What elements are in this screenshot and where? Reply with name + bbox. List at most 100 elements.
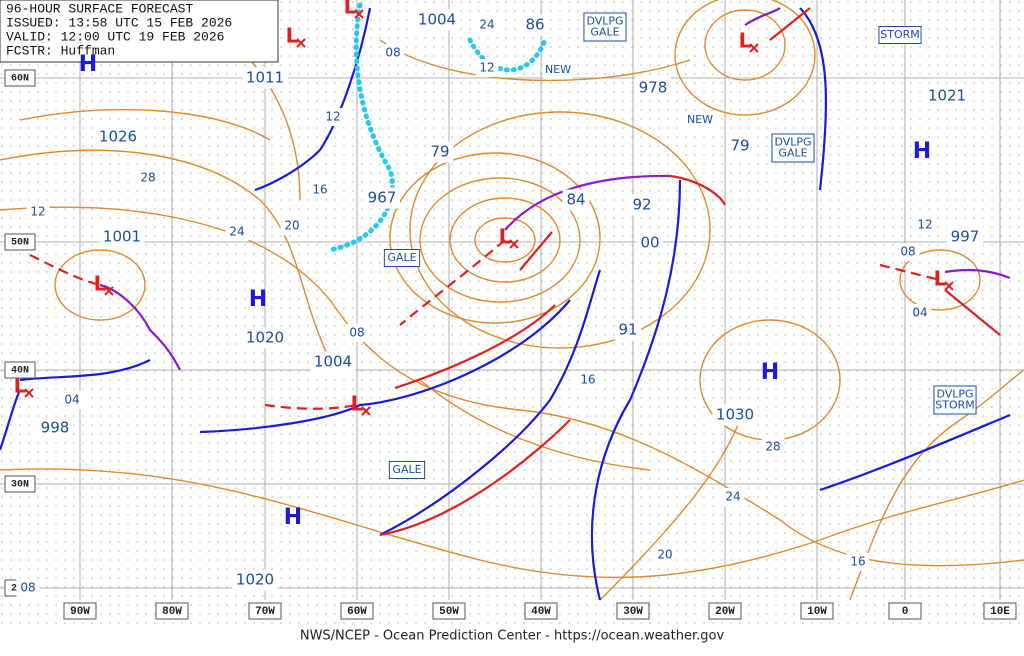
lat-label-box <box>4 475 36 493</box>
pressure-label-box <box>635 77 671 99</box>
pressure-label: 91 <box>618 321 637 339</box>
isobar-label: 24 <box>479 18 494 32</box>
low-center: L <box>351 392 364 416</box>
new-label: NEW <box>687 113 713 126</box>
isobar-label: 16 <box>850 555 865 569</box>
pressure-label-box <box>414 9 460 31</box>
warning-line: DVLPG <box>774 136 811 149</box>
isobar-label: 20 <box>284 219 299 233</box>
low-cross <box>749 43 759 53</box>
isobar-label: 12 <box>325 110 340 124</box>
low-cross <box>509 239 519 249</box>
isobar-label-box <box>908 304 932 322</box>
pressure-label-box <box>37 417 73 439</box>
isobar-label-box <box>576 371 600 389</box>
isobar-label-box <box>761 438 785 456</box>
lon-label-box <box>616 602 650 620</box>
isobar-label-box <box>721 488 745 506</box>
dot-grid <box>0 0 1024 625</box>
isobar-label-box <box>653 546 677 564</box>
warning-box <box>933 385 977 415</box>
isobar-label: 12 <box>479 61 494 75</box>
isobar-label: 04 <box>64 393 79 407</box>
low-cross <box>296 38 306 48</box>
isobar-label: 28 <box>140 171 155 185</box>
pressure-label-box <box>924 85 970 107</box>
pressure-label: 967 <box>368 189 397 207</box>
low-center: L <box>286 24 299 48</box>
pressure-label: 1020 <box>246 329 284 347</box>
isobar-label: 24 <box>229 225 244 239</box>
lon-label-box <box>800 602 834 620</box>
header-line: VALID: 12:00 UTC 19 FEB 2026 <box>6 29 224 44</box>
header-line: ISSUED: 13:58 UTC 15 FEB 2026 <box>6 15 232 30</box>
lon-label-box <box>63 602 97 620</box>
isobar-label: 24 <box>725 490 740 504</box>
pressure-label-box <box>947 226 983 248</box>
low-cross <box>354 9 364 19</box>
high-center: H <box>913 139 931 164</box>
lon-label-box <box>432 602 466 620</box>
lat-label: 50N <box>11 238 29 249</box>
warning: GALE <box>392 463 421 476</box>
isobar-label-box <box>16 579 40 597</box>
pressure-label: 84 <box>566 191 585 209</box>
pressure-label-box <box>628 194 656 216</box>
isobar-label-box <box>896 243 920 261</box>
high-center: H <box>79 52 97 77</box>
labels: 90W 80W 70W 60W 50W 40W 30W 20W 10W 0 10E 60N 50N 40N… <box>4 0 1017 620</box>
lon-label: 90W <box>70 606 90 618</box>
lon-label-box <box>155 602 189 620</box>
lat-label-box <box>4 361 36 379</box>
lon-label: 80W <box>162 606 182 618</box>
pressure-label: 1001 <box>103 228 141 246</box>
new-label-box <box>543 61 573 79</box>
pressure-label: 92 <box>632 196 651 214</box>
isobar-label: 12 <box>917 218 932 232</box>
isobar-label-box <box>846 553 870 571</box>
isobar-label: 16 <box>580 373 595 387</box>
lat-label: 60N <box>11 74 29 85</box>
pressure-label: 1004 <box>418 11 456 29</box>
warning-box <box>771 133 815 163</box>
low-cross <box>24 388 34 398</box>
lat-label: 40N <box>11 366 29 377</box>
lon-label: 20W <box>715 606 735 618</box>
isobar-label-box <box>280 217 304 235</box>
pressure-label-box <box>232 569 278 591</box>
isobar-label-box <box>475 59 499 77</box>
pressure-label: 1026 <box>99 128 137 146</box>
pressure-label: 86 <box>525 16 544 34</box>
footer: NWS/NCEP - Ocean Prediction Center - htt… <box>300 629 725 644</box>
high-center: H <box>249 287 267 312</box>
lon-label: 0 <box>902 606 909 618</box>
lat-label-box <box>4 233 36 251</box>
isobar-label-box <box>136 169 160 187</box>
header-line: 96-HOUR SURFACE FORECAST <box>6 1 193 16</box>
pressure-label-box <box>636 232 664 254</box>
isobar-label-box <box>60 391 84 409</box>
warning-box <box>388 461 426 479</box>
footer-band <box>0 625 1024 652</box>
isobar-label: 20 <box>657 548 672 562</box>
lon-label: 40W <box>531 606 551 618</box>
pressure-label-box <box>562 189 590 211</box>
pressure-label-box <box>712 404 758 426</box>
lon-label-box <box>524 602 558 620</box>
pressure-label-box <box>99 226 145 248</box>
header-line: FCSTR: Huffman <box>6 43 115 58</box>
isobar-label: 08 <box>900 245 915 259</box>
header-box <box>0 0 279 63</box>
high-center: H <box>284 505 302 530</box>
new-label: NEW <box>545 63 571 76</box>
warning-line: STORM <box>935 399 975 412</box>
warning: STORM <box>880 28 920 41</box>
pressure-label-box <box>242 327 288 349</box>
low-cross <box>944 281 954 291</box>
lon-label-box <box>248 602 282 620</box>
lon-label: 50W <box>439 606 459 618</box>
pressure-label: 00 <box>640 234 659 252</box>
lat-label: 30N <box>11 480 29 491</box>
pressure-label: 79 <box>430 143 449 161</box>
